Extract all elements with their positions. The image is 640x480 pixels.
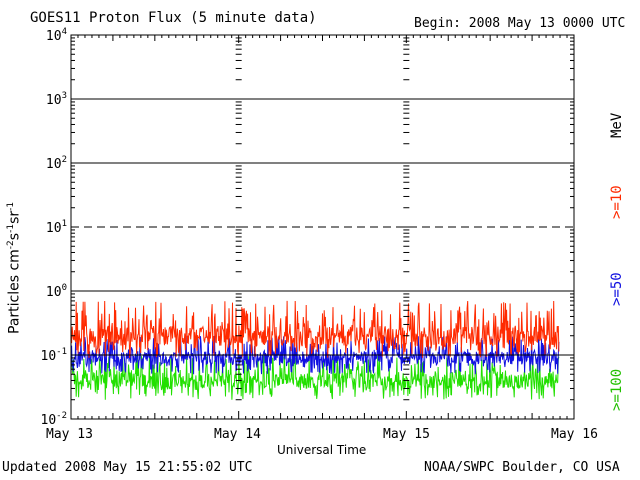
credit: NOAA/SWPC Boulder, CO USA (424, 460, 620, 475)
legend-ge50: >=50 (609, 272, 625, 306)
y-tick-label: 10-1 (41, 347, 68, 364)
y-tick-label: 104 (46, 27, 67, 44)
legend-ge100: >=100 (609, 368, 625, 411)
x-axis-title: Universal Time (277, 443, 367, 457)
series-line-ge100 (70, 355, 560, 400)
units-label: MeV (609, 112, 625, 138)
series-layer (70, 300, 560, 400)
y-tick-label: 102 (46, 155, 67, 172)
x-tick-label-2: May 15 (383, 427, 430, 442)
x-tick-label-1: May 14 (214, 427, 261, 442)
updated-timestamp: Updated 2008 May 15 21:55:02 UTC (2, 460, 253, 475)
y-axis-title: Particles cm-2s-1sr-1 (6, 201, 23, 334)
plot-frame (70, 34, 575, 420)
y-tick-label: 103 (46, 91, 67, 108)
series-line-ge10 (70, 300, 560, 358)
series-line-ge50 (70, 335, 560, 375)
x-tick-label-0: May 13 (46, 427, 93, 442)
chart-title: GOES11 Proton Flux (5 minute data) (30, 10, 317, 26)
y-tick-label: 10-2 (41, 411, 68, 428)
legend-ge10: >=10 (609, 185, 625, 219)
begin-date: Begin: 2008 May 13 0000 UTC (414, 16, 626, 31)
x-tick-label-3: May 16 (551, 427, 598, 442)
y-tick-label: 100 (46, 283, 67, 300)
y-tick-label: 101 (46, 219, 67, 236)
